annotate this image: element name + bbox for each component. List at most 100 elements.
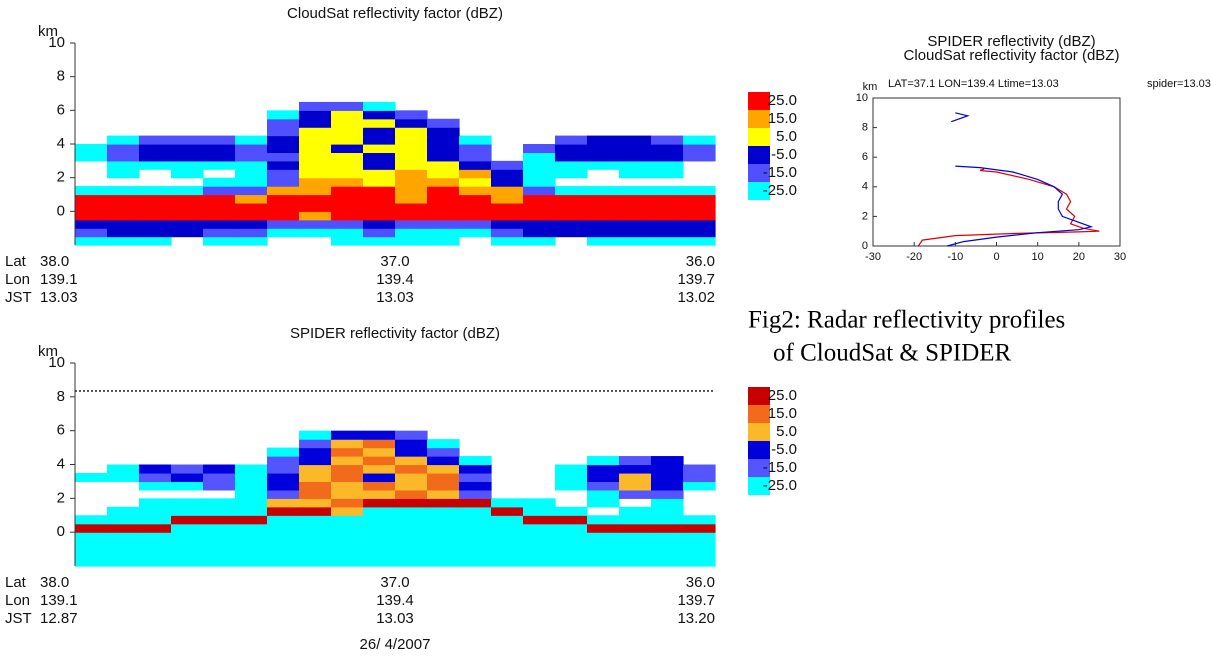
heatmap-cell	[395, 152, 428, 162]
heatmap-cell	[459, 194, 492, 204]
heatmap-cell	[427, 523, 460, 533]
heatmap-cell	[331, 557, 364, 567]
heatmap-cell	[331, 127, 364, 137]
heatmap-cell	[203, 144, 236, 154]
heatmap-cell	[491, 211, 524, 221]
heatmap-cell	[331, 472, 364, 483]
heatmap-cell	[363, 456, 396, 466]
heatmap-cell	[203, 549, 236, 559]
heatmap-cell	[427, 549, 460, 559]
heatmap-cell	[331, 118, 364, 128]
heatmap-cell	[555, 169, 588, 179]
heatmap-cell	[395, 532, 428, 542]
heatmap-cell	[427, 211, 460, 221]
heatmap-cell	[331, 169, 364, 179]
heatmap-cell	[459, 177, 492, 187]
colorbar-label: 25.0	[768, 92, 797, 109]
heatmap-cell	[555, 202, 588, 212]
annotation: spider=13.03	[1147, 78, 1211, 90]
heatmap-cell	[523, 202, 556, 212]
heatmap-cell	[555, 464, 588, 474]
heatmap-cell	[75, 186, 108, 196]
heatmap-cell	[459, 489, 492, 499]
heatmap-cell	[75, 523, 108, 533]
heatmap-cell	[235, 532, 268, 542]
heatmap-cell	[171, 135, 204, 145]
heatmap-cell	[299, 152, 332, 162]
heatmap-cell	[203, 498, 236, 508]
heatmap-cell	[299, 481, 332, 491]
heatmap-cell	[363, 557, 396, 567]
heatmap-cell	[331, 202, 364, 212]
heatmap-cell	[235, 152, 268, 162]
heatmap-cell	[331, 110, 364, 120]
heatmap-cell	[139, 194, 172, 204]
heatmap-cell	[683, 464, 716, 474]
heatmap-cell	[395, 236, 428, 246]
heatmap-cell	[235, 202, 268, 212]
colorbar-swatch	[748, 477, 770, 495]
heatmap-cell	[523, 498, 556, 508]
x-row-tick-label: 13.03	[376, 610, 414, 627]
heatmap-cell	[107, 228, 140, 238]
heatmap-cell	[267, 523, 300, 533]
heatmap-cell	[683, 152, 716, 162]
y-tick-label: 0	[862, 240, 868, 252]
heatmap-cell	[363, 135, 396, 145]
heatmap-cell	[267, 464, 300, 474]
heatmap-cell	[459, 186, 492, 196]
heatmap-cell	[75, 515, 108, 525]
heatmap-cell	[299, 160, 332, 170]
x-row-tick-label: 139.1	[40, 271, 78, 288]
heatmap-cell	[427, 127, 460, 137]
caption: of CloudSat & SPIDER	[773, 340, 1012, 367]
colorbar-swatch	[748, 92, 770, 110]
heatmap-cell	[171, 540, 204, 550]
heatmap-cell	[107, 540, 140, 550]
heatmap-cell	[267, 186, 300, 196]
heatmap-cell	[299, 557, 332, 567]
heatmap-cell	[523, 523, 556, 533]
heatmap-cell	[235, 169, 268, 179]
heatmap-cell	[427, 532, 460, 542]
heatmap-cell	[587, 219, 620, 229]
heatmap-cell	[395, 540, 428, 550]
heatmap-cell	[427, 557, 460, 567]
heatmap-cell	[299, 489, 332, 499]
heatmap-cell	[587, 135, 620, 145]
heatmap-cell	[331, 439, 364, 449]
heatmap-cell	[235, 549, 268, 559]
heatmap-cell	[331, 506, 364, 516]
heatmap-cell	[363, 186, 396, 196]
heatmap-cell	[299, 523, 332, 533]
heatmap-cell	[427, 515, 460, 525]
heatmap-cell	[107, 506, 140, 516]
heatmap-cell	[299, 211, 332, 221]
heatmap-cell	[235, 506, 268, 516]
heatmap-cell	[683, 211, 716, 221]
heatmap-cell	[139, 481, 172, 491]
heatmap-cell	[651, 228, 684, 238]
heatmap-cell	[651, 515, 684, 525]
heatmap-cell	[203, 202, 236, 212]
heatmap-cell	[235, 186, 268, 196]
heatmap-cell	[299, 456, 332, 466]
heatmap-cell	[619, 464, 652, 474]
heatmap-cell	[107, 515, 140, 525]
heatmap-cell	[107, 532, 140, 542]
heatmap-cell	[459, 540, 492, 550]
heatmap-cell	[75, 228, 108, 238]
x-tick-label: -30	[865, 251, 881, 263]
heatmap-cell	[331, 186, 364, 196]
heatmap-cell	[427, 228, 460, 238]
x-axis-label: Lat	[5, 253, 27, 270]
legend-label: SPIDER reflectivity (dBZ)	[927, 33, 1095, 50]
heatmap-cell	[395, 557, 428, 567]
heatmap-cell	[299, 118, 332, 128]
heatmap-cell	[363, 472, 396, 483]
x-row-label: JST	[5, 289, 32, 306]
heatmap-cell	[331, 194, 364, 204]
heatmap-cell	[587, 202, 620, 212]
heatmap-cell	[651, 202, 684, 212]
heatmap-cell	[523, 169, 556, 179]
